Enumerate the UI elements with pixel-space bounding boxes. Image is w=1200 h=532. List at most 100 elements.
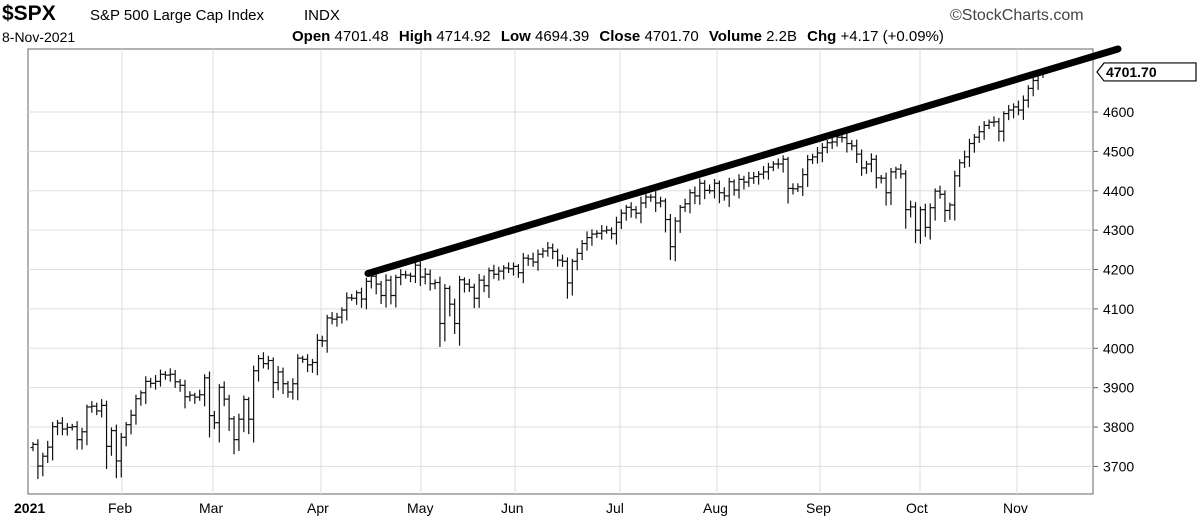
ohlc-bar (599, 225, 605, 240)
ohlc-bar (697, 178, 703, 205)
ohlc-bar (814, 147, 820, 164)
ohlc-bar (236, 413, 242, 451)
ohlc-bar (187, 391, 193, 402)
ohlc-bar (412, 260, 418, 283)
ohlc-bar (712, 178, 718, 199)
ohlc-bar (618, 209, 624, 230)
ohlc-bar (128, 409, 134, 435)
ohlc-bar (216, 384, 222, 443)
ohlc-bar (692, 186, 698, 205)
ohlc-bar (457, 275, 463, 346)
ohlc-bar (123, 421, 129, 447)
ohlc-bar (957, 159, 963, 187)
ohlc-bar (1015, 100, 1021, 116)
ohlc-bar (89, 401, 95, 413)
ohlc-bar (908, 200, 914, 218)
ohlc-bar (868, 153, 874, 173)
ohlc-bar (329, 312, 335, 325)
close-value: 4701.70 (644, 28, 699, 45)
ohlc-bar (770, 161, 776, 172)
ohlc-bar (785, 156, 791, 204)
ohlc-bar (319, 335, 325, 347)
ohlc-bar (99, 399, 105, 418)
ohlc-bar (481, 275, 487, 293)
ohlc-bar (569, 258, 575, 296)
ohlc-bar (564, 257, 570, 299)
ohlc-bar (579, 239, 585, 261)
ohlc-bar (893, 166, 899, 179)
y-tick-label: 4100 (1103, 301, 1134, 317)
ohlc-bar (515, 264, 521, 278)
ohlc-bar (942, 190, 948, 223)
ohlc-bar (560, 254, 566, 267)
ohlc-bar (177, 379, 183, 392)
ohlc-bar (182, 379, 188, 409)
ohlc-bar (452, 298, 458, 334)
ohlc-bar (30, 442, 36, 452)
ohlc-bar (829, 136, 835, 149)
ohlc-bar (55, 419, 61, 436)
y-tick-label: 3800 (1103, 419, 1134, 435)
ohlc-bar (417, 261, 423, 287)
x-tick-label: Aug (703, 500, 728, 516)
ohlc-bar (1001, 111, 1007, 142)
ohlc-bar (280, 367, 286, 394)
open-label: Open (292, 28, 331, 45)
ohlc-bar (633, 206, 639, 219)
ohlc-bar (40, 452, 46, 477)
ohlc-bar (461, 277, 467, 293)
ohlc-bar (530, 252, 536, 267)
ohlc-bar (927, 203, 933, 240)
ohlc-bar (59, 417, 65, 436)
stockcharts-logo: ©StockCharts.com (950, 7, 1084, 24)
ohlc-bar (604, 225, 610, 234)
low-value: 4694.39 (535, 28, 590, 45)
ohlc-bar (917, 206, 923, 244)
ohlc-bar (45, 440, 51, 463)
ohlc-bar (1030, 74, 1036, 97)
ohlc-bar (702, 180, 708, 200)
ohlc-bar (79, 427, 85, 450)
ohlc-bar (476, 273, 482, 308)
ohlc-bar (540, 247, 546, 258)
ohlc-bar (721, 187, 727, 201)
ohlc-bar (496, 266, 502, 281)
ohlc-bar (535, 249, 541, 271)
ohlc-bar (731, 179, 737, 196)
high-label: High (398, 28, 433, 45)
ohlc-bar (339, 307, 345, 324)
ohlc-bar (844, 132, 850, 153)
open-value: 4701.48 (334, 28, 389, 45)
x-tick-label: Sep (806, 500, 831, 516)
x-tick-label: Apr (307, 500, 329, 516)
ohlc-bar (162, 371, 168, 380)
ohlc-bar (687, 189, 693, 214)
ohlc-bar (167, 368, 173, 382)
ohlc-bar (133, 394, 139, 425)
plot-area (27, 48, 1094, 495)
ohlc-bar (736, 174, 742, 199)
ohlc-bar (373, 271, 379, 295)
ohlc-bar (883, 172, 889, 206)
y-tick-label: 4000 (1103, 340, 1134, 356)
ticker-symbol: $SPX (2, 2, 56, 25)
ohlc-bar (290, 378, 296, 400)
ohlc-bar (501, 265, 507, 280)
y-tick-label: 3900 (1103, 380, 1134, 396)
ohlc-bar (971, 134, 977, 153)
ohlc-bar (354, 290, 360, 305)
ohlc-bar (427, 269, 433, 291)
ohlc-bar (104, 400, 110, 470)
x-tick-label: Feb (108, 500, 132, 516)
ohlc-bar (913, 202, 919, 243)
ohlc-bar (545, 241, 551, 257)
ohlc-bar (442, 284, 448, 342)
ohlc-bar (859, 149, 865, 176)
x-tick-label: Oct (906, 500, 928, 516)
chart-header: $SPX S&P 500 Large Cap Index INDX ©Stock… (0, 0, 1200, 48)
trendline (364, 45, 1122, 277)
ohlc-bar (84, 404, 90, 446)
ohlc-bar (981, 121, 987, 140)
ohlc-bar (207, 371, 213, 438)
ohlc-bar (275, 366, 281, 391)
